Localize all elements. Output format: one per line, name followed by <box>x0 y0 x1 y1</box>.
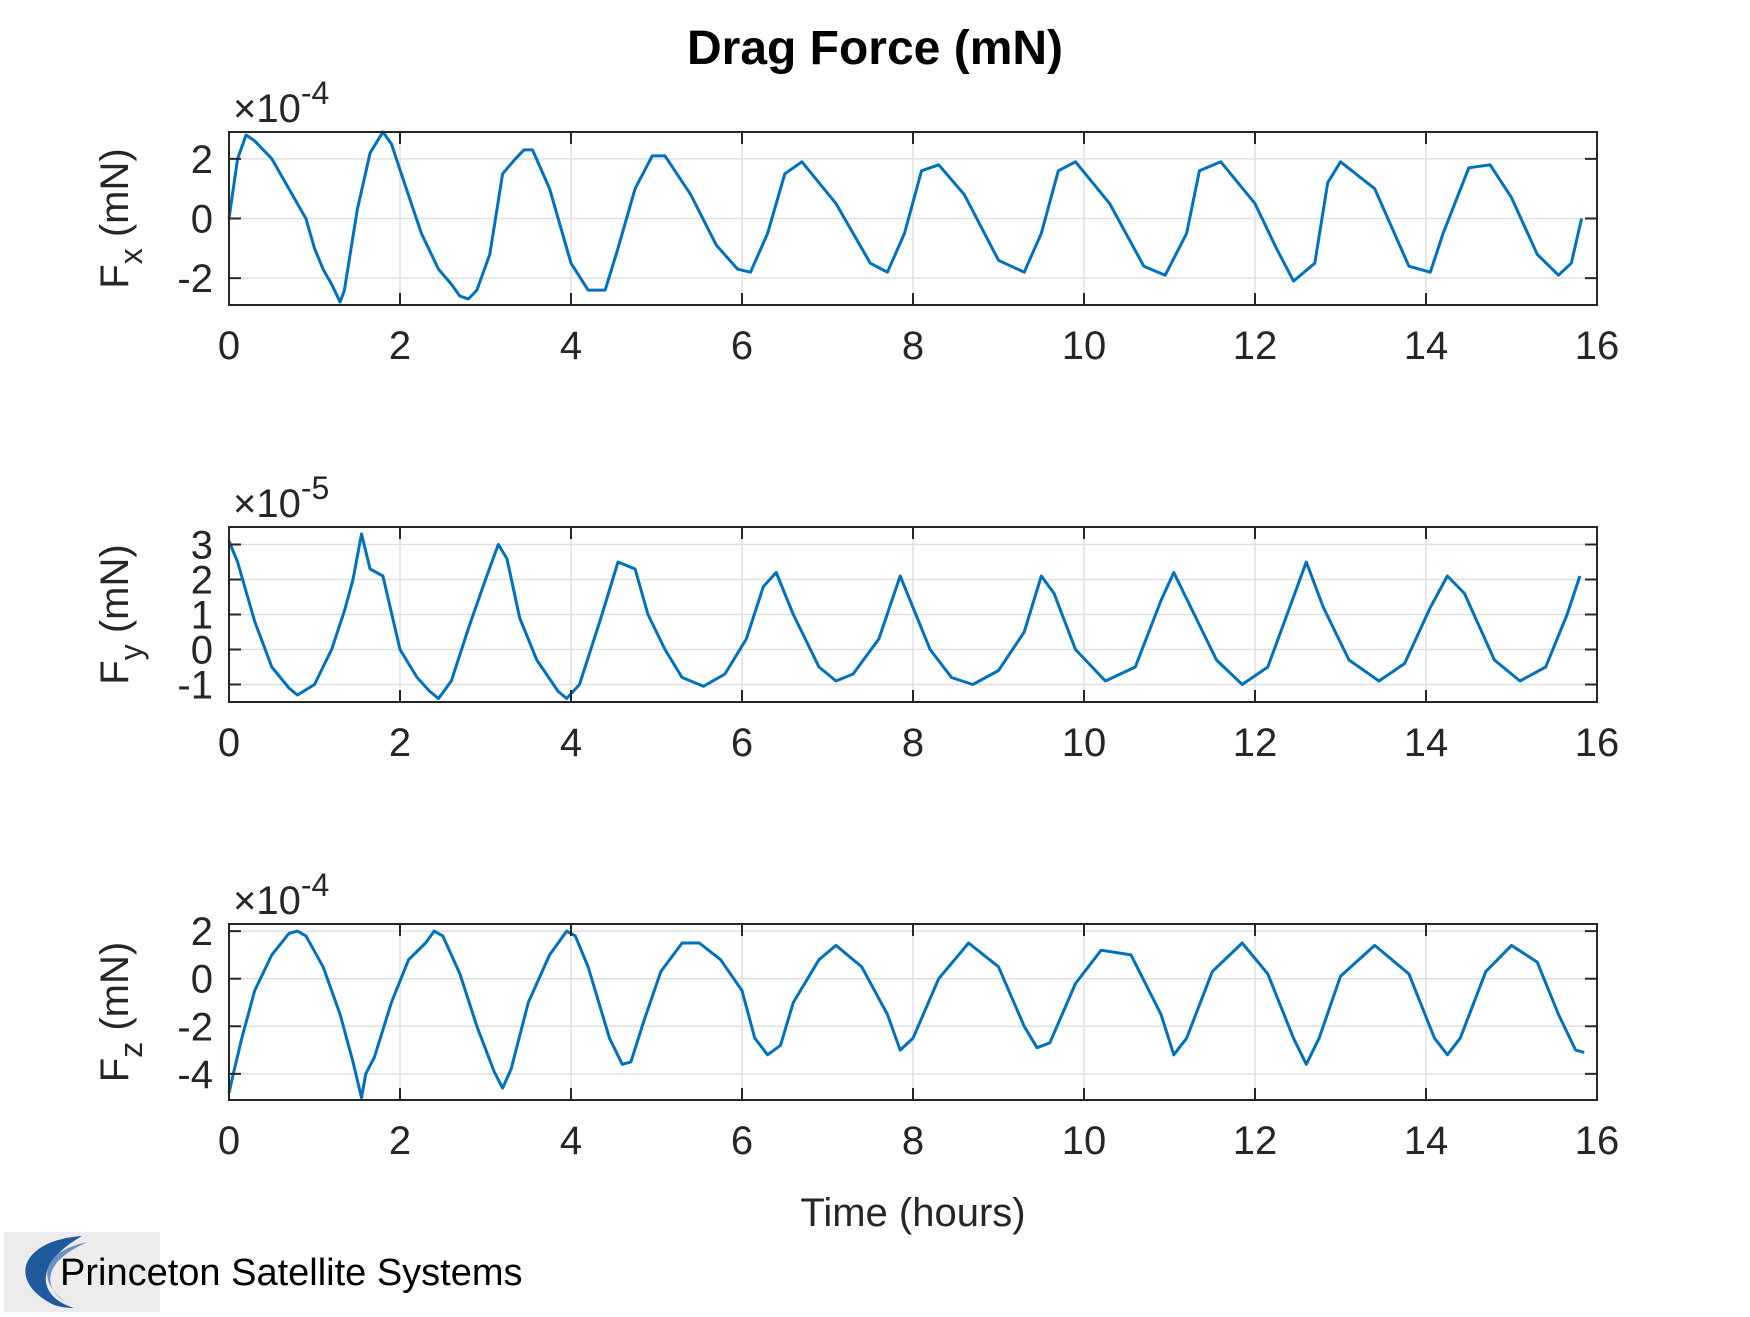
y-tick-label: -1 <box>177 664 213 708</box>
x-tick-label: 6 <box>731 1119 753 1163</box>
x-tick-label: 6 <box>731 324 753 368</box>
y-tick-label: 2 <box>191 138 213 182</box>
crescent-logo-icon <box>25 1236 88 1308</box>
x-tick-label: 4 <box>560 1119 582 1163</box>
x-tick-label: 6 <box>731 721 753 765</box>
x-tick-label: 10 <box>1062 721 1107 765</box>
y-axis-label: Fx (mN) <box>93 148 149 288</box>
x-tick-label: 10 <box>1062 1119 1107 1163</box>
series-line-fx <box>227 130 1584 304</box>
x-tick-label: 12 <box>1233 721 1278 765</box>
x-tick-label: 2 <box>389 1119 411 1163</box>
y-tick-label: 3 <box>191 524 213 568</box>
x-tick-label: 0 <box>218 324 240 368</box>
figure-title: Drag Force (mN) <box>687 22 1063 75</box>
x-tick-label: 12 <box>1233 324 1278 368</box>
x-tick-label: 14 <box>1404 721 1449 765</box>
psslogo: Princeton Satellite Systems <box>4 1232 634 1312</box>
subplot-panels: 0 2 4 6 8 10 12 14 16-202×10-4Fx (mN)0 2 4 6 8 10 12 14… <box>93 75 1619 1235</box>
y-axis-label: Fz (mN) <box>93 942 149 1082</box>
x-axis-label: Time (hours) <box>800 1191 1025 1235</box>
exponent-power: -5 <box>301 470 329 506</box>
x-tick-label: 14 <box>1404 324 1449 368</box>
x-tick-label: 2 <box>389 721 411 765</box>
y-tick-label: 0 <box>191 629 213 673</box>
y-tick-label: -2 <box>177 257 213 301</box>
x-tick-label: 12 <box>1233 1119 1278 1163</box>
x-tick-label: 4 <box>560 721 582 765</box>
x-tick-label: 16 <box>1575 1119 1620 1163</box>
y-axis-label: Fy (mN) <box>93 544 149 684</box>
exponent-power: -4 <box>301 75 329 111</box>
logo-background <box>4 1232 160 1312</box>
series-line-fy <box>227 532 1582 700</box>
y-tick-label: 2 <box>191 559 213 603</box>
subplot-fx: 0 2 4 6 8 10 12 14 16-202×10-4Fx (mN) <box>93 75 1619 368</box>
x-tick-label: 0 <box>218 1119 240 1163</box>
x-tick-label: 14 <box>1404 1119 1449 1163</box>
y-tick-label: -2 <box>177 1005 213 1049</box>
x-tick-label: 16 <box>1575 721 1620 765</box>
y-tick-label: 0 <box>191 198 213 242</box>
logo-text: Princeton Satellite Systems <box>60 1252 523 1294</box>
y-tick-label: -4 <box>177 1053 213 1097</box>
series-line-fz <box>227 929 1585 1100</box>
x-tick-label: 16 <box>1575 324 1620 368</box>
x-tick-label: 0 <box>218 721 240 765</box>
x-tick-label: 8 <box>902 721 924 765</box>
x-tick-label: 8 <box>902 324 924 368</box>
subplot-fz: 0 2 4 6 8 10 12 14 16-4-202×10-4Fz (mN)Time (hou… <box>93 867 1619 1235</box>
y-tick-label: 2 <box>191 910 213 954</box>
y-tick-label: 1 <box>191 594 213 638</box>
x-tick-label: 4 <box>560 324 582 368</box>
exponent-power: -4 <box>301 867 329 903</box>
x-tick-label: 10 <box>1062 324 1107 368</box>
x-tick-label: 2 <box>389 324 411 368</box>
y-tick-label: 0 <box>191 958 213 1002</box>
x-tick-label: 8 <box>902 1119 924 1163</box>
